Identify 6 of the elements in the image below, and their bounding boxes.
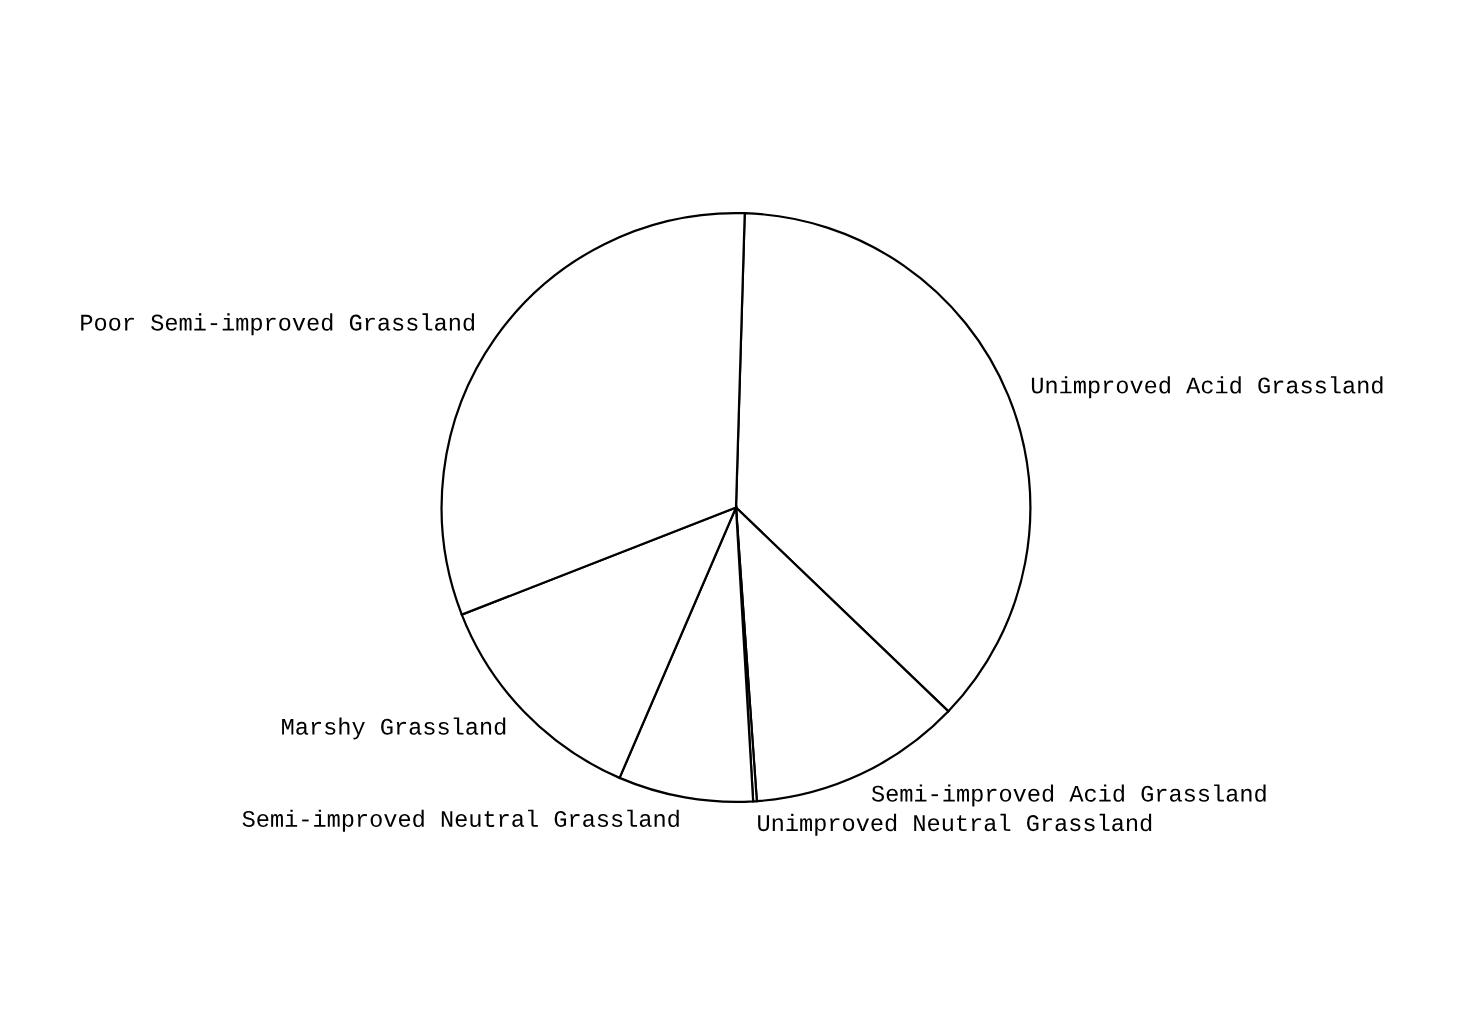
slice-label: Unimproved Acid Grassland (1031, 376, 1383, 399)
slice-label: Marshy Grassland (282, 717, 506, 740)
slice-label: Semi-improved Neutral Grassland (242, 809, 679, 832)
slice-label: Semi-improved Acid Grassland (871, 784, 1266, 807)
slice-label: Unimproved Neutral Grassland (758, 813, 1152, 836)
slice-label: Poor Semi-improved Grassland (81, 313, 475, 336)
